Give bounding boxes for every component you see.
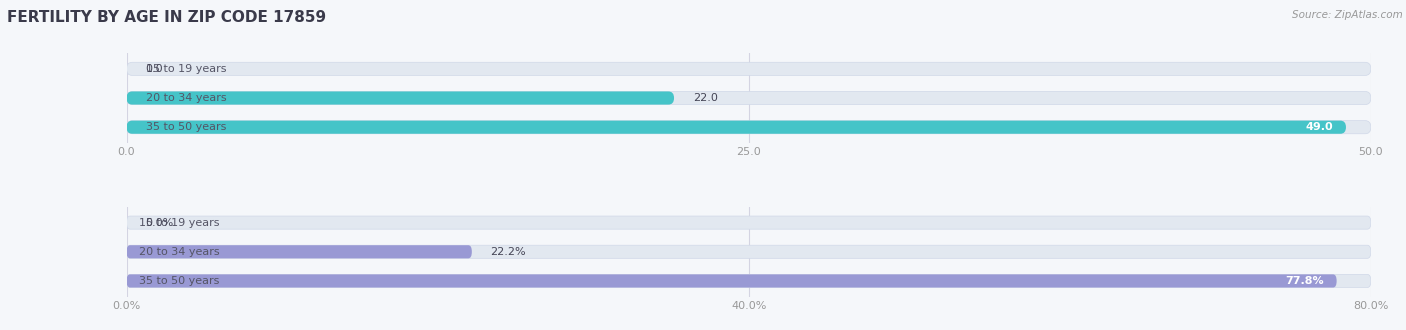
Text: 20 to 34 years: 20 to 34 years <box>146 93 228 103</box>
Text: 22.0: 22.0 <box>693 93 717 103</box>
FancyBboxPatch shape <box>127 274 1371 287</box>
FancyBboxPatch shape <box>127 216 1371 229</box>
Text: Source: ZipAtlas.com: Source: ZipAtlas.com <box>1292 10 1403 20</box>
FancyBboxPatch shape <box>127 245 472 258</box>
Text: 0.0%: 0.0% <box>145 217 173 228</box>
FancyBboxPatch shape <box>127 274 1337 287</box>
Text: 49.0: 49.0 <box>1306 122 1333 132</box>
Text: 35 to 50 years: 35 to 50 years <box>146 122 226 132</box>
Text: 22.2%: 22.2% <box>491 247 526 257</box>
Text: 20 to 34 years: 20 to 34 years <box>139 247 219 257</box>
Text: FERTILITY BY AGE IN ZIP CODE 17859: FERTILITY BY AGE IN ZIP CODE 17859 <box>7 10 326 25</box>
FancyBboxPatch shape <box>127 91 1371 105</box>
Text: 77.8%: 77.8% <box>1285 276 1324 286</box>
Text: 15 to 19 years: 15 to 19 years <box>139 217 219 228</box>
Text: 35 to 50 years: 35 to 50 years <box>139 276 219 286</box>
FancyBboxPatch shape <box>127 91 673 105</box>
Text: 15 to 19 years: 15 to 19 years <box>146 64 226 74</box>
Text: 0.0: 0.0 <box>145 64 163 74</box>
FancyBboxPatch shape <box>127 121 1371 134</box>
FancyBboxPatch shape <box>127 121 1346 134</box>
FancyBboxPatch shape <box>127 245 1371 258</box>
FancyBboxPatch shape <box>127 62 1371 76</box>
